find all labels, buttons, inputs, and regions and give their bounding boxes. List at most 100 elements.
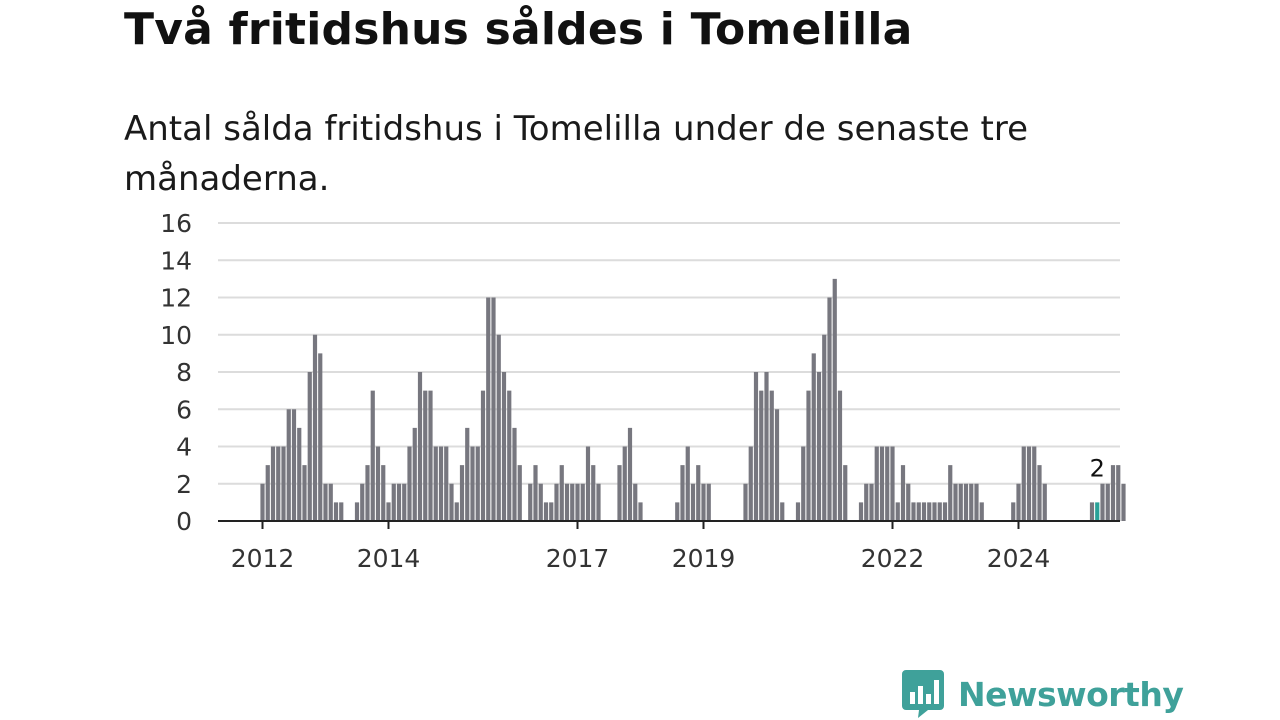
bar (911, 502, 916, 521)
bar (1110, 465, 1116, 521)
bar (753, 372, 759, 521)
bar (890, 446, 895, 521)
bar (680, 465, 685, 521)
y-tick-label: 14 (160, 246, 192, 275)
y-tick-label: 8 (176, 358, 192, 387)
chart-subtitle: Antal sålda fritidshus i Tomelilla under… (124, 109, 1029, 199)
y-tick-label: 10 (160, 321, 192, 350)
bar (512, 427, 517, 521)
bar (1105, 483, 1110, 521)
bar (748, 446, 753, 521)
bar (328, 483, 333, 521)
bar (486, 297, 491, 521)
bar (759, 390, 764, 521)
bar (900, 465, 906, 521)
bar (811, 353, 816, 521)
bar (559, 465, 564, 521)
bar (743, 483, 748, 521)
bar (974, 483, 979, 521)
y-tick-label: 12 (160, 284, 192, 313)
bar (780, 502, 785, 521)
bar (585, 446, 591, 521)
bar (496, 334, 501, 521)
chart-title: Två fritidshus såldes i Tomelilla (124, 4, 913, 55)
bar (381, 465, 386, 521)
bar (554, 483, 559, 521)
highlight-bar (1095, 502, 1100, 521)
bar (685, 446, 690, 521)
bar (286, 409, 291, 521)
bar (963, 483, 969, 521)
bar (575, 483, 580, 521)
bar (407, 446, 412, 521)
bar (806, 390, 811, 521)
bar (916, 502, 921, 521)
x-tick-label: 2017 (546, 544, 610, 573)
bar (1032, 446, 1037, 521)
bar (333, 502, 339, 521)
bar (449, 483, 454, 521)
bar (480, 390, 486, 521)
bar (459, 465, 465, 521)
bar (953, 483, 958, 521)
bar (706, 483, 711, 521)
bar (465, 427, 470, 521)
bar (375, 446, 381, 521)
bar (396, 483, 402, 521)
bar (816, 372, 822, 521)
bar (1116, 465, 1121, 521)
bar (538, 483, 543, 521)
bar (1100, 483, 1105, 521)
bar (528, 483, 533, 521)
bar (895, 502, 900, 521)
bar (1037, 465, 1042, 521)
bar (444, 446, 449, 521)
bar (827, 297, 832, 521)
bar (417, 372, 423, 521)
bar (507, 390, 512, 521)
bar (927, 502, 932, 521)
y-tick-label: 0 (176, 507, 192, 536)
brand-name: Newsworthy (958, 674, 1184, 714)
bar (281, 446, 286, 521)
bar (1011, 502, 1016, 521)
bar (774, 409, 780, 521)
highlight-value-label: 2 (1090, 454, 1105, 482)
bar (423, 390, 428, 521)
bar (580, 483, 585, 521)
bar (832, 278, 837, 521)
bar (617, 465, 622, 521)
bar (354, 502, 360, 521)
bar (696, 465, 701, 521)
bar (969, 483, 974, 521)
bar (265, 465, 270, 521)
x-tick-label: 2012 (231, 544, 295, 573)
bar (517, 465, 522, 521)
bar (690, 483, 696, 521)
bar (822, 334, 827, 521)
bar (1089, 502, 1095, 521)
x-tick-label: 2022 (861, 544, 925, 573)
bar (1121, 483, 1126, 521)
bar (570, 483, 575, 521)
bar (979, 502, 984, 521)
y-tick-label: 2 (176, 470, 192, 499)
bar (958, 483, 963, 521)
bar (428, 390, 433, 521)
bar (596, 483, 601, 521)
bar (921, 502, 927, 521)
bar (501, 372, 507, 521)
bar (549, 502, 554, 521)
bar (270, 446, 276, 521)
bar (638, 502, 643, 521)
bar (276, 446, 281, 521)
bar (312, 334, 318, 521)
bar (937, 502, 942, 521)
bar (874, 446, 879, 521)
bar (622, 446, 627, 521)
bar (932, 502, 937, 521)
bar (764, 372, 769, 521)
x-tick-label: 2019 (672, 544, 736, 573)
bar (1016, 483, 1021, 521)
